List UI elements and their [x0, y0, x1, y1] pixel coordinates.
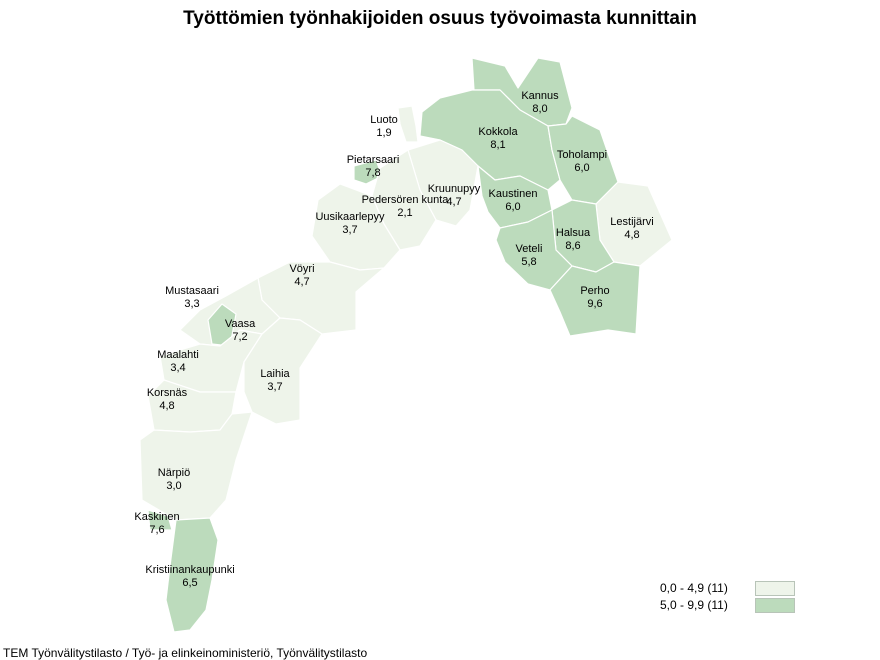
region-value-uusikaarlepyy: 3,7 — [342, 224, 357, 236]
region-label-vöyri: Vöyri — [289, 263, 314, 275]
region-vaasa — [207, 303, 237, 347]
region-label-veteli: Veteli — [516, 243, 543, 255]
region-label-kokkola: Kokkola — [478, 126, 518, 138]
region-kristiinankaupunki — [165, 517, 219, 633]
region-value-pedersören-kunta: 2,1 — [397, 207, 412, 219]
region-perho — [549, 261, 641, 337]
region-närpiö — [139, 411, 253, 521]
region-kaskinen — [147, 509, 173, 531]
region-label-kristiinankaupunki: Kristiinankaupunki — [145, 564, 234, 576]
region-label-uusikaarlepyy: Uusikaarlepyy — [315, 211, 385, 223]
legend-item-low: 0,0 - 4,9 (11) — [660, 580, 795, 596]
region-value-vöyri: 4,7 — [294, 276, 309, 288]
region-value-maalahti: 3,4 — [170, 362, 185, 374]
region-label-halsua: Halsua — [556, 227, 591, 239]
region-label-luoto: Luoto — [370, 114, 398, 126]
region-value-veteli: 5,8 — [521, 256, 536, 268]
region-label-kaustinen: Kaustinen — [489, 188, 538, 200]
region-label-pietarsaari: Pietarsaari — [347, 154, 400, 166]
region-value-luoto: 1,9 — [376, 127, 391, 139]
region-value-toholampi: 6,0 — [574, 162, 589, 174]
region-label-toholampi: Toholampi — [557, 149, 607, 161]
map-legend: 0,0 - 4,9 (11) 5,0 - 9,9 (11) — [660, 580, 795, 614]
region-value-kruunupyy: 4,7 — [446, 196, 461, 208]
region-value-kannus: 8,0 — [532, 103, 547, 115]
region-label-maalahti: Maalahti — [157, 349, 199, 361]
region-label-laihia: Laihia — [260, 368, 290, 380]
legend-swatch-low — [755, 580, 795, 596]
region-uusikaarlepyy — [311, 183, 401, 271]
region-label-vaasa: Vaasa — [225, 318, 256, 330]
region-value-kaskinen: 7,6 — [149, 524, 164, 536]
region-label-perho: Perho — [580, 285, 609, 297]
region-label-korsnäs: Korsnäs — [147, 387, 188, 399]
region-value-lestijärvi: 4,8 — [624, 229, 639, 241]
region-laihia — [243, 317, 323, 425]
region-label-närpiö: Närpiö — [158, 467, 190, 479]
map-title: Työttömien työnhakijoiden osuus työvoima… — [183, 8, 697, 29]
source-note: TEM Työnvälitystilasto / Työ- ja elinkei… — [3, 646, 368, 660]
region-value-närpiö: 3,0 — [166, 480, 181, 492]
region-value-pietarsaari: 7,8 — [365, 167, 380, 179]
region-value-korsnäs: 4,8 — [159, 400, 174, 412]
region-value-kokkola: 8,1 — [490, 139, 505, 151]
region-value-mustasaari: 3,3 — [184, 298, 199, 310]
region-value-perho: 9,6 — [587, 298, 602, 310]
region-label-kannus: Kannus — [521, 90, 559, 102]
region-value-halsua: 8,6 — [565, 240, 580, 252]
region-label-pedersören-kunta: Pedersören kunta — [362, 194, 450, 206]
region-value-laihia: 3,7 — [267, 381, 282, 393]
region-luoto — [397, 105, 419, 143]
region-value-kaustinen: 6,0 — [505, 201, 520, 213]
region-label-mustasaari: Mustasaari — [165, 285, 219, 297]
region-value-vaasa: 7,2 — [232, 331, 247, 343]
region-pietarsaari — [353, 159, 383, 185]
region-label-kaskinen: Kaskinen — [134, 511, 179, 523]
region-label-lestijärvi: Lestijärvi — [610, 216, 653, 228]
region-value-kristiinankaupunki: 6,5 — [182, 577, 197, 589]
legend-label-low: 0,0 - 4,9 (11) — [660, 581, 728, 595]
legend-label-high: 5,0 - 9,9 (11) — [660, 598, 728, 612]
region-label-kruunupyy: Kruunupyy — [428, 183, 481, 195]
legend-item-high: 5,0 - 9,9 (11) — [660, 597, 795, 613]
legend-swatch-high — [755, 597, 795, 613]
